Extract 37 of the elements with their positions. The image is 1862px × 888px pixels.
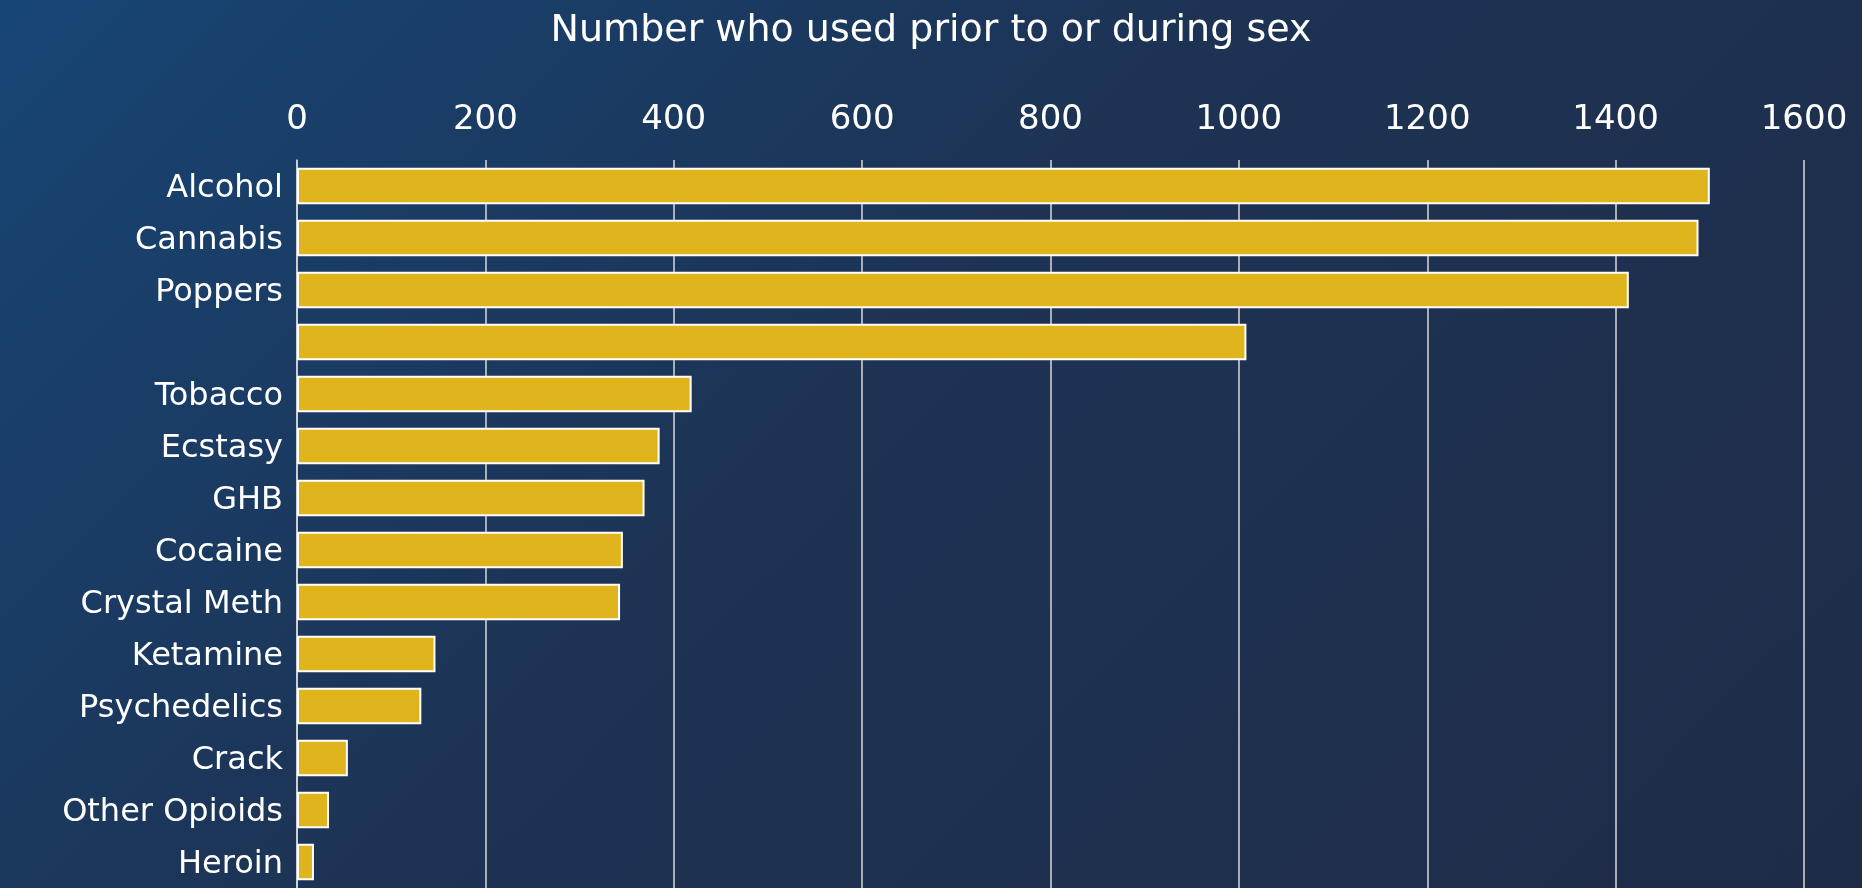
y-tick-label: Cannabis xyxy=(135,219,283,257)
y-tick-label: Heroin xyxy=(178,843,283,881)
bar xyxy=(297,687,422,725)
y-tick-label: Crack xyxy=(191,739,284,777)
x-tick-label: 400 xyxy=(641,97,707,137)
x-tick-label: 800 xyxy=(1018,97,1083,137)
bar xyxy=(297,791,330,829)
x-tick-label: 200 xyxy=(452,97,518,137)
bar xyxy=(297,739,348,777)
x-tick-label: 1400 xyxy=(1572,97,1659,137)
y-tick-label: Psychedelics xyxy=(79,687,283,725)
y-tick-label: Alcohol xyxy=(166,167,283,205)
bar xyxy=(297,167,1710,205)
x-tick-label: 1000 xyxy=(1195,97,1283,137)
bar xyxy=(297,427,660,465)
y-tick-label: Poppers xyxy=(155,271,283,309)
y-tick-label: Other Opioids xyxy=(62,791,283,829)
x-tick-label: 0 xyxy=(286,97,308,137)
y-tick-label: GHB xyxy=(212,479,283,517)
y-tick-label: Ecstasy xyxy=(160,427,283,465)
x-tick-label: 1600 xyxy=(1760,97,1848,137)
bar xyxy=(297,479,645,517)
y-tick-label: Ketamine xyxy=(131,635,283,673)
x-tick-label: 1200 xyxy=(1383,97,1471,137)
bar xyxy=(297,635,436,673)
bar xyxy=(297,583,621,621)
bar xyxy=(297,219,1699,257)
bar xyxy=(297,323,1247,361)
y-tick-label: Cocaine xyxy=(155,531,283,569)
bar xyxy=(297,375,692,413)
bar xyxy=(297,843,314,881)
x-tick-label: 600 xyxy=(829,97,895,137)
chart-title: Number who used prior to or during sex xyxy=(550,6,1312,50)
bar xyxy=(297,531,623,569)
y-tick-label: Tobacco xyxy=(153,375,283,413)
bar xyxy=(297,271,1629,309)
y-tick-label: Crystal Meth xyxy=(80,583,283,621)
